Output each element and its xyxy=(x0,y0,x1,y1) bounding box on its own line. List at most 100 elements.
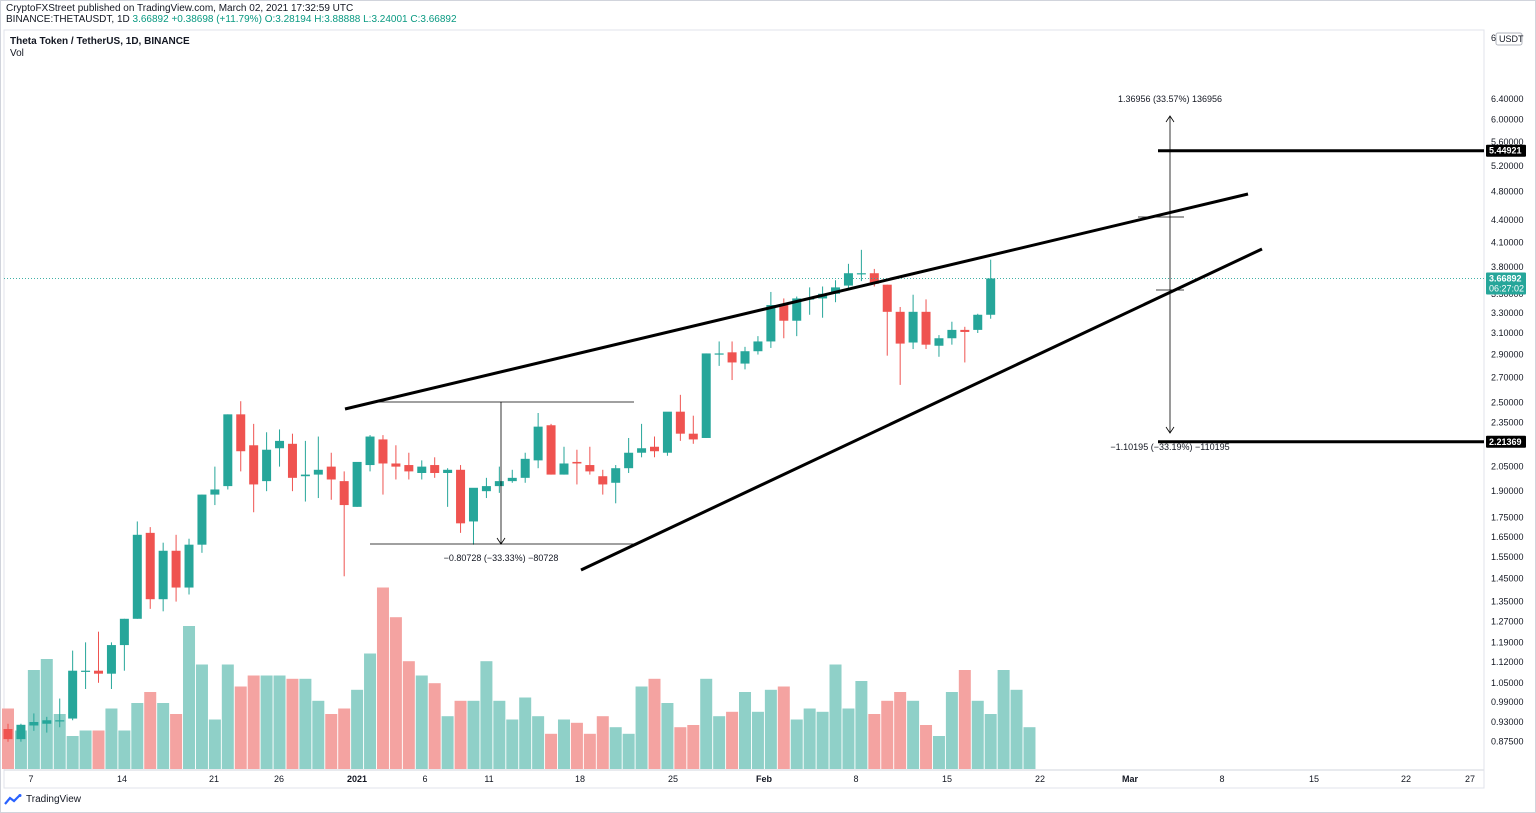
y-tick-label: 2.50000 xyxy=(1491,398,1524,408)
volume-bar xyxy=(170,714,183,769)
target-price-label: 5.44921 xyxy=(1489,146,1522,156)
axes: 6.40000 6.00000 5.60000 5.20000 4.80000 4.400… xyxy=(28,32,1526,784)
y-tick-label: 0.93000 xyxy=(1491,717,1524,727)
volume-bar xyxy=(920,725,933,769)
volume-bar xyxy=(415,675,428,769)
volume-bar xyxy=(842,708,855,769)
candle-body xyxy=(753,341,763,352)
candle-body xyxy=(184,544,194,588)
symbol-name: BINANCE:THETAUSDT, 1D xyxy=(6,14,130,25)
volume-bar xyxy=(480,661,493,769)
support-price-label: 2.21369 xyxy=(1489,437,1522,447)
candle-body xyxy=(365,436,375,466)
candle-body xyxy=(106,645,116,674)
candle-body xyxy=(210,489,220,495)
arrow-down-head xyxy=(1165,426,1175,434)
candle-body xyxy=(68,670,78,719)
candles xyxy=(3,249,996,742)
currency-badge xyxy=(1495,32,1523,46)
y-tick-label: 3.80000 xyxy=(1491,262,1524,272)
candle-body xyxy=(559,463,569,475)
volume-bar xyxy=(932,736,945,769)
y-tick-label: 0.99000 xyxy=(1491,697,1524,707)
candle-body xyxy=(197,494,207,545)
tradingview-logo-text: TradingView xyxy=(26,794,82,805)
lower-trendline xyxy=(580,247,1263,572)
candle-body xyxy=(688,433,698,440)
candle-body xyxy=(94,670,104,674)
last-price-badge xyxy=(1486,272,1526,295)
x-tick-label: 22 xyxy=(1401,774,1411,784)
tradingview-logo[interactable]: TradingView xyxy=(4,794,81,805)
volume-bar xyxy=(945,692,958,769)
y-tick-label: 6.40000 xyxy=(1491,94,1524,104)
volume-bar xyxy=(1023,727,1036,769)
candle-body xyxy=(701,353,711,438)
y-tick-label: 2.90000 xyxy=(1491,350,1524,360)
candle-body xyxy=(934,338,944,346)
candle-body xyxy=(55,720,65,722)
volume-bar xyxy=(713,716,726,769)
volume-bar xyxy=(570,722,583,769)
last-price-label: 3.66892 xyxy=(1489,274,1522,284)
candle-body xyxy=(792,298,802,321)
volume-bar xyxy=(195,664,208,769)
candle-body xyxy=(766,305,776,342)
symbol-ohlc-line: BINANCE:THETAUSDT, 1D 3.66892 +0.38698 (… xyxy=(6,14,457,25)
candle-body xyxy=(856,273,866,275)
candle-body xyxy=(378,439,388,464)
candle-body xyxy=(611,468,621,483)
volume-bar xyxy=(984,714,997,769)
candle-body xyxy=(533,426,543,461)
volume-bar xyxy=(557,719,570,769)
x-tick-label: 15 xyxy=(1309,774,1319,784)
volume-bar xyxy=(545,733,558,769)
x-tick-label: 14 xyxy=(117,774,127,784)
candle-body xyxy=(585,465,595,472)
volume-bar xyxy=(312,700,325,769)
last-price: 3.66892 xyxy=(132,14,169,25)
y-tick-label: 1.05000 xyxy=(1491,678,1524,688)
candle-body xyxy=(714,353,724,355)
candle-body xyxy=(624,452,634,469)
y-tick-label: 2.05000 xyxy=(1491,462,1524,472)
candle-body xyxy=(831,287,841,294)
volume-bar xyxy=(221,664,234,769)
candle-body xyxy=(637,448,647,453)
volume-bar xyxy=(816,711,829,769)
tradingview-logo-icon xyxy=(4,794,22,805)
volume-bar xyxy=(402,661,415,769)
candle-body xyxy=(223,414,233,487)
volume-bar xyxy=(247,675,260,769)
candle-body xyxy=(339,481,349,506)
volume-bar xyxy=(648,678,661,769)
candle-body xyxy=(675,411,685,434)
candle-body xyxy=(908,311,918,343)
volume-bar xyxy=(144,692,157,769)
y-tick-label: 6.00000 xyxy=(1491,115,1524,125)
volume-bar xyxy=(40,659,53,769)
candle-body xyxy=(81,670,91,672)
candle-body xyxy=(119,618,129,646)
candle-body xyxy=(895,311,905,344)
volume-bar xyxy=(208,719,221,769)
candle-body xyxy=(520,458,530,478)
y-tick-label: 4.40000 xyxy=(1491,215,1524,225)
candle-body xyxy=(456,469,466,524)
x-tick-label: Mar xyxy=(1122,774,1139,784)
volume-bar xyxy=(726,711,739,769)
volume-bar xyxy=(881,700,894,769)
volume-bar xyxy=(325,714,338,769)
volume-bar xyxy=(700,678,713,769)
candle-body xyxy=(287,443,297,478)
volume-bar xyxy=(635,686,648,769)
candle-body xyxy=(391,463,401,467)
volume-label: Vol xyxy=(10,48,24,59)
candle-body xyxy=(662,411,672,453)
candle-body xyxy=(275,440,285,449)
x-tick-label: 22 xyxy=(1035,774,1045,784)
candle-body xyxy=(3,729,13,740)
candle-body xyxy=(572,461,582,464)
volume-bar xyxy=(157,703,170,769)
